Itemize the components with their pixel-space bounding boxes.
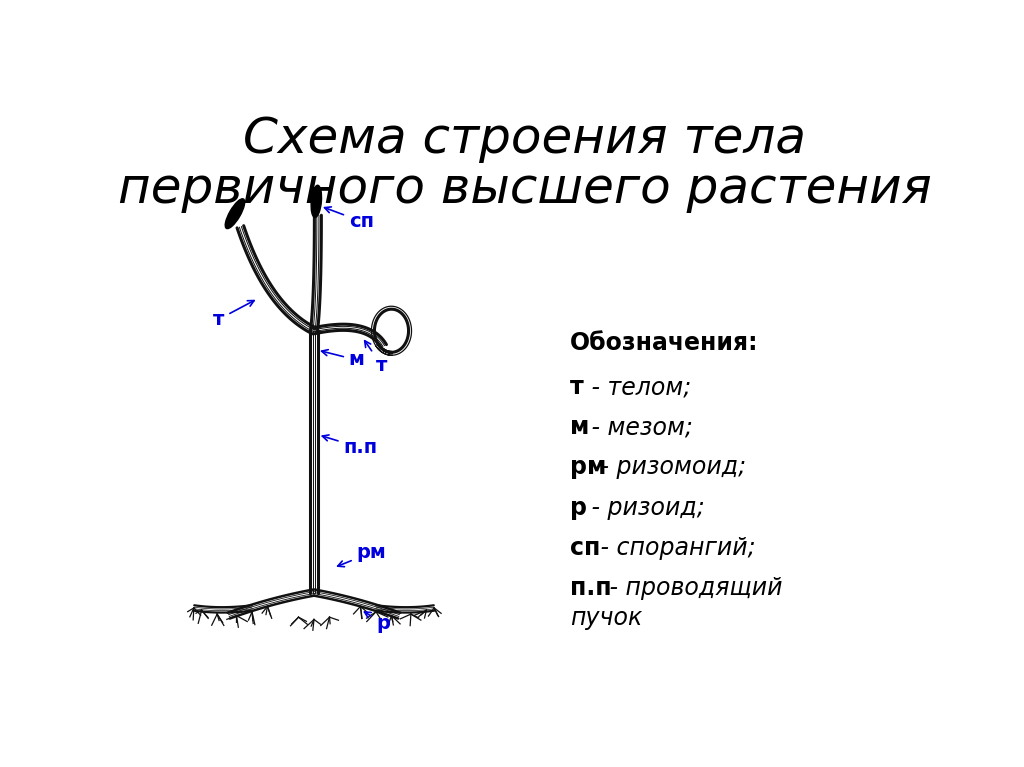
Text: сп: сп [325, 207, 374, 231]
Text: - проводящий: - проводящий [601, 575, 782, 600]
Text: рм: рм [569, 456, 606, 479]
Text: м: м [322, 350, 365, 370]
Text: т: т [365, 341, 387, 375]
Text: п.п: п.п [569, 575, 611, 600]
Text: рм: рм [338, 543, 386, 567]
Text: - ризоид;: - ризоид; [585, 495, 706, 519]
Text: Схема строения тела: Схема строения тела [244, 115, 806, 163]
Text: Обозначения:: Обозначения: [569, 331, 758, 355]
Text: сп: сп [569, 535, 600, 560]
Text: т: т [569, 375, 584, 400]
Text: - телом;: - телом; [585, 375, 692, 400]
Ellipse shape [225, 199, 245, 229]
Text: м: м [569, 416, 589, 439]
Text: т: т [213, 301, 254, 329]
Text: - мезом;: - мезом; [585, 416, 693, 439]
Ellipse shape [311, 186, 322, 218]
Text: - ризомоид;: - ризомоид; [593, 456, 746, 479]
Text: р: р [569, 495, 587, 519]
Text: - спорангий;: - спорангий; [593, 535, 756, 560]
Text: р: р [365, 612, 390, 633]
Text: пучок: пучок [569, 606, 642, 630]
Text: п.п: п.п [323, 435, 378, 457]
Text: первичного высшего растения: первичного высшего растения [118, 165, 932, 213]
